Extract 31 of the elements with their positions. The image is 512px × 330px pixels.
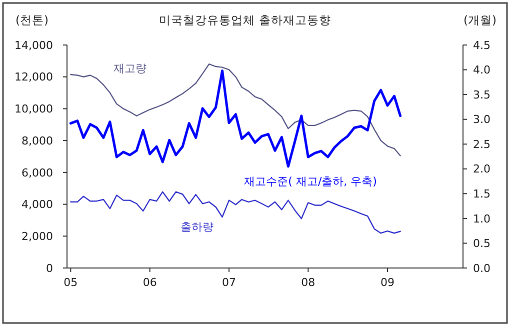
y-tick-label: 8,000 <box>22 134 53 148</box>
y2-tick-label: 0.5 <box>473 237 490 250</box>
y-tick-label: 4,000 <box>22 198 53 212</box>
line-series <box>70 191 401 234</box>
text: 재고수준( 재고/출하, 우축) <box>244 174 377 188</box>
x-tick-label: 07 <box>222 276 236 289</box>
y-tick-label: 10,000 <box>14 102 53 116</box>
y2-tick-label: 2.0 <box>473 162 490 176</box>
y2-tick-label: 1.5 <box>473 188 490 201</box>
series-label: 출하량 <box>180 220 214 234</box>
y-tick-label: 6,000 <box>22 166 53 180</box>
line-series <box>70 64 401 156</box>
chart-title: 미국철강유통업체 출하재고동향 <box>159 13 331 27</box>
x-tick-label: 09 <box>380 276 395 289</box>
y-tick-label: 12,000 <box>14 70 53 84</box>
y2-tick-label: 1.0 <box>473 212 490 226</box>
y2-axis-title: (개월) <box>464 13 496 27</box>
x-tick-label: 06 <box>142 276 157 289</box>
series-label: 재고량 <box>114 62 147 75</box>
y-axis-title: (천톤) <box>16 13 48 27</box>
y-tick-label: 2,000 <box>22 230 53 243</box>
y2-tick-label: 4.5 <box>473 38 490 52</box>
y2-tick-label: 2.5 <box>473 138 490 151</box>
y-tick-label: 0 <box>46 262 53 275</box>
y-tick-label: 14,000 <box>14 38 53 52</box>
y2-tick-label: 0.0 <box>473 262 490 275</box>
y2-tick-label: 3.0 <box>473 113 490 126</box>
y2-tick-label: 4.0 <box>473 64 490 77</box>
y2-tick-label: 3.5 <box>473 88 490 102</box>
x-tick-label: 08 <box>301 276 316 289</box>
x-tick-label: 05 <box>64 276 78 289</box>
